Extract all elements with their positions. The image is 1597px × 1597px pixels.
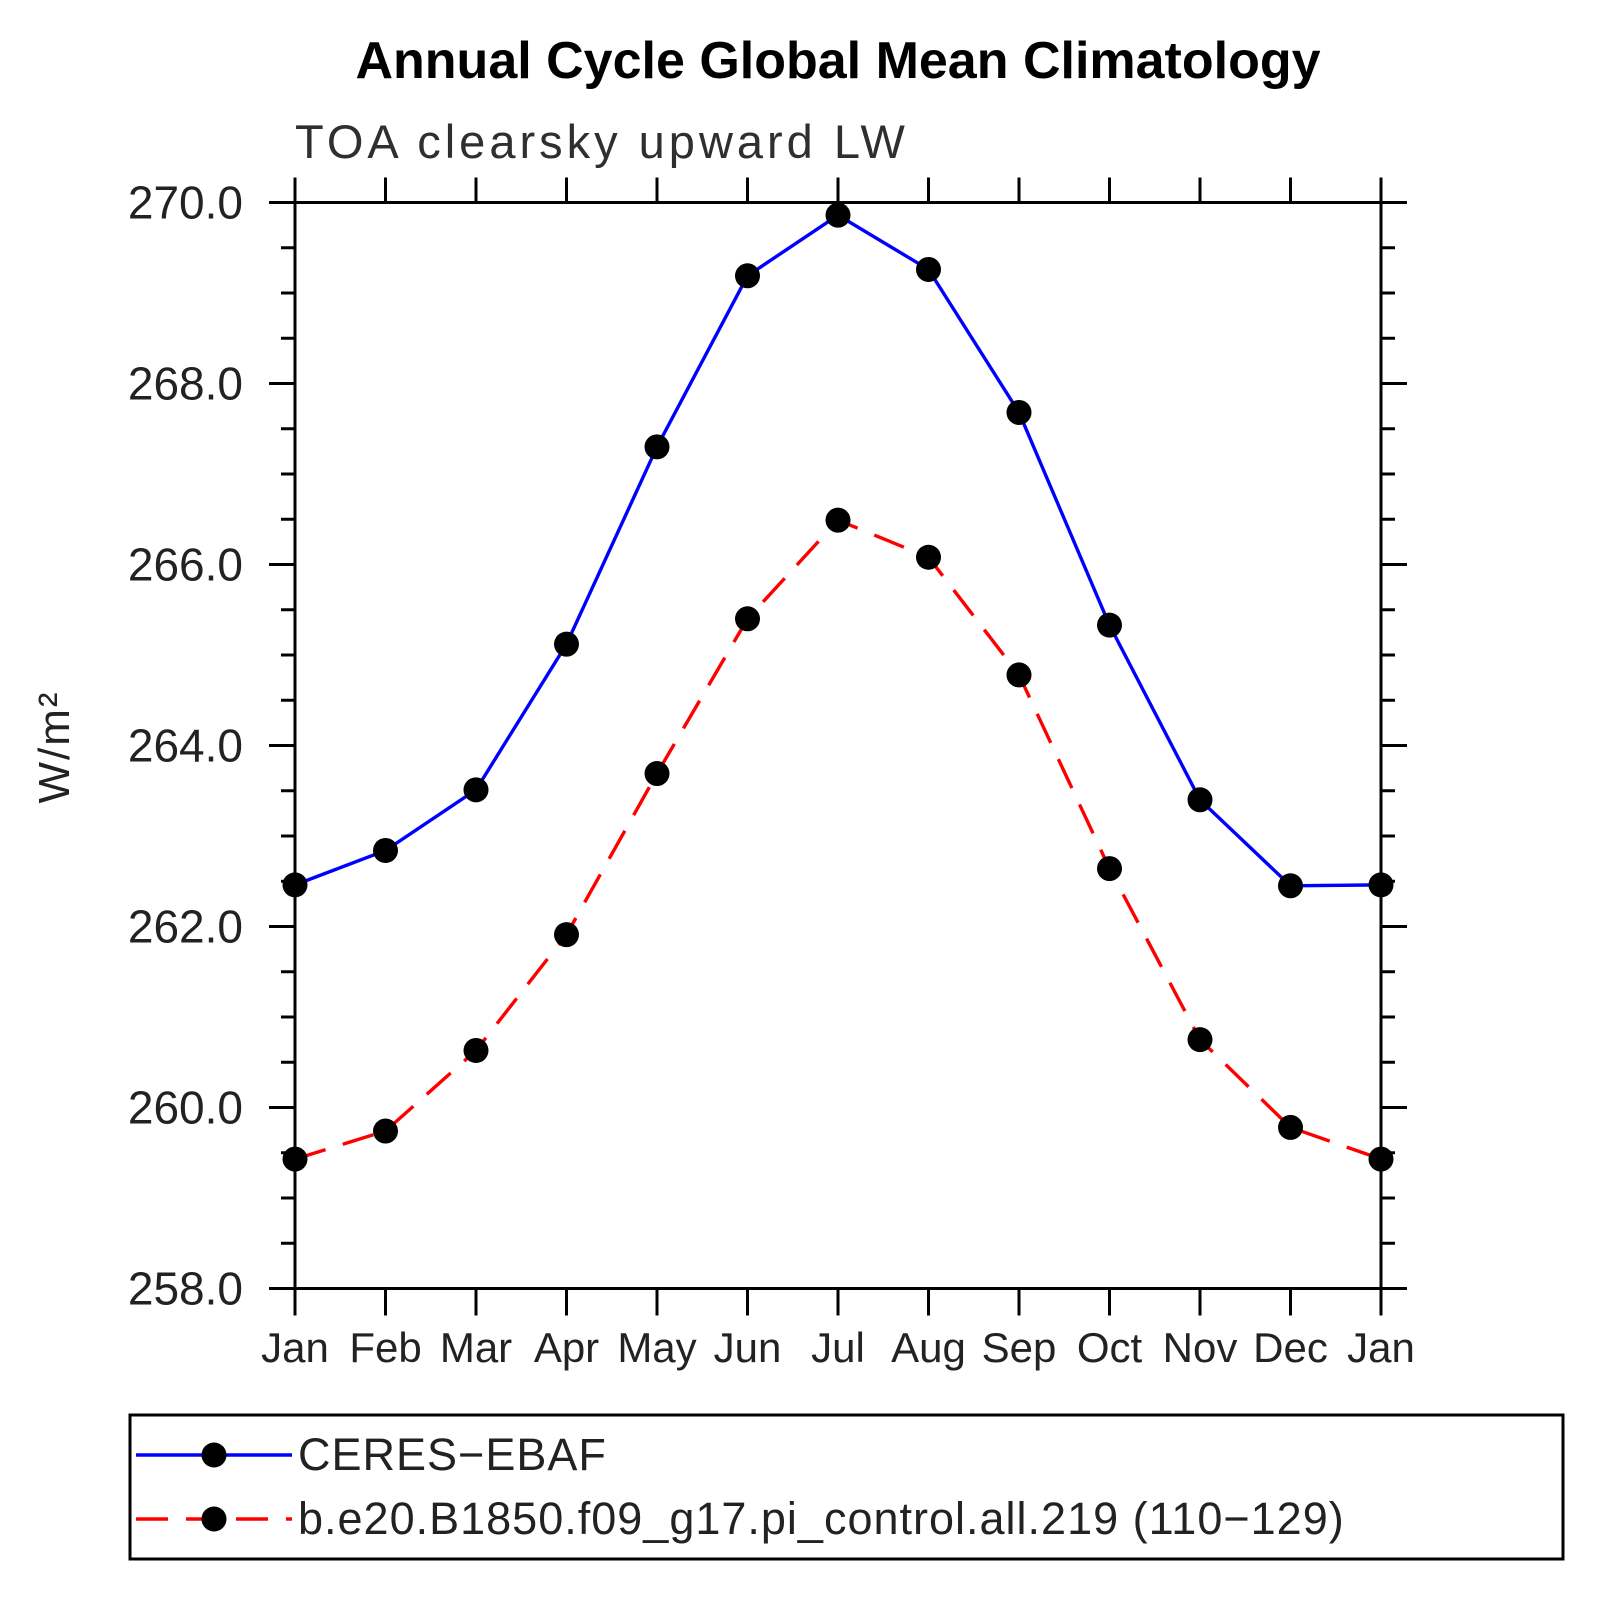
month-label: Jan (1347, 1324, 1415, 1371)
y-axis-label: W/m² (30, 690, 79, 803)
legend: CERES−EBAF b.e20.B1850.f09_g17.pi_contro… (128, 1413, 1565, 1561)
legend-samples (136, 1442, 292, 1532)
data-point-marker-s0-oct (1097, 612, 1122, 638)
month-label: Feb (349, 1324, 421, 1371)
data-point-marker-s0-nov (1187, 787, 1213, 813)
data-point-marker-s0-jun (735, 263, 760, 289)
data-point-marker-s1-oct (1097, 856, 1122, 882)
y-tick-label: 266.0 (128, 539, 243, 591)
data-point-marker-s0-jul (825, 202, 851, 228)
data-point-marker-s1-apr (554, 922, 579, 948)
month-label: Jan (261, 1324, 329, 1371)
month-label: Apr (534, 1324, 599, 1371)
legend-label-ceres-ebaf: CERES−EBAF (298, 1429, 607, 1480)
month-label: Mar (440, 1324, 512, 1371)
data-point-marker-s1-sep (1006, 662, 1032, 688)
legend-marker-1 (201, 1506, 227, 1532)
data-point-marker-s0-mar (463, 777, 489, 803)
month-label: Oct (1077, 1324, 1143, 1371)
series-line-1 (294, 518, 1382, 1161)
month-label: Jun (714, 1324, 782, 1371)
legend-marker-0 (201, 1442, 227, 1468)
month-label: Nov (1163, 1324, 1238, 1371)
axis-ticks (269, 177, 1407, 1316)
chart-title: Annual Cycle Global Mean Climatology (355, 32, 1320, 90)
data-point-marker-s0-feb (373, 837, 398, 863)
y-tick-label: 262.0 (128, 901, 243, 953)
axis-tick-labels: 258.0 260.0 262.0 264.0 266.0 268.0 270.0 Jan Fe… (128, 177, 1415, 1372)
y-tick-label: 260.0 (128, 1082, 243, 1134)
y-tick-label: 258.0 (128, 1263, 243, 1315)
data-point-marker-s1-dec (1278, 1114, 1303, 1140)
data-point-marker-s0-aug (916, 256, 941, 282)
legend-box (128, 1413, 1565, 1561)
month-label: Dec (1253, 1324, 1328, 1371)
data-point-marker-s1-aug (916, 544, 941, 570)
data-point-marker-s1-jul (825, 507, 851, 533)
y-tick-label: 270.0 (128, 177, 243, 229)
data-point-marker-s1-may (644, 761, 670, 787)
series-line-0 (294, 213, 1382, 888)
data-point-marker-s1-feb (373, 1118, 398, 1144)
data-series (282, 202, 1394, 1172)
data-point-marker-s0-dec (1278, 873, 1303, 899)
chart-subtitle: TOA clearsky upward LW (295, 115, 909, 168)
y-tick-label: 264.0 (128, 720, 243, 772)
month-label: Jul (811, 1324, 865, 1371)
data-point-marker-s1-nov (1187, 1027, 1213, 1053)
plot-frame (293, 201, 1383, 1290)
data-point-marker-s1-mar (463, 1037, 489, 1063)
y-tick-label: 268.0 (128, 358, 243, 410)
legend-label-model-run: b.e20.B1850.f09_g17.pi_control.all.219 (… (298, 1493, 1345, 1544)
month-label: Aug (891, 1324, 966, 1371)
month-label: Sep (982, 1324, 1057, 1371)
data-point-marker-s0-sep (1006, 399, 1032, 425)
month-label: May (617, 1324, 696, 1371)
data-point-marker-s0-may (644, 434, 670, 460)
data-point-marker-s1-jun (735, 606, 760, 632)
data-point-marker-s0-apr (554, 631, 579, 657)
